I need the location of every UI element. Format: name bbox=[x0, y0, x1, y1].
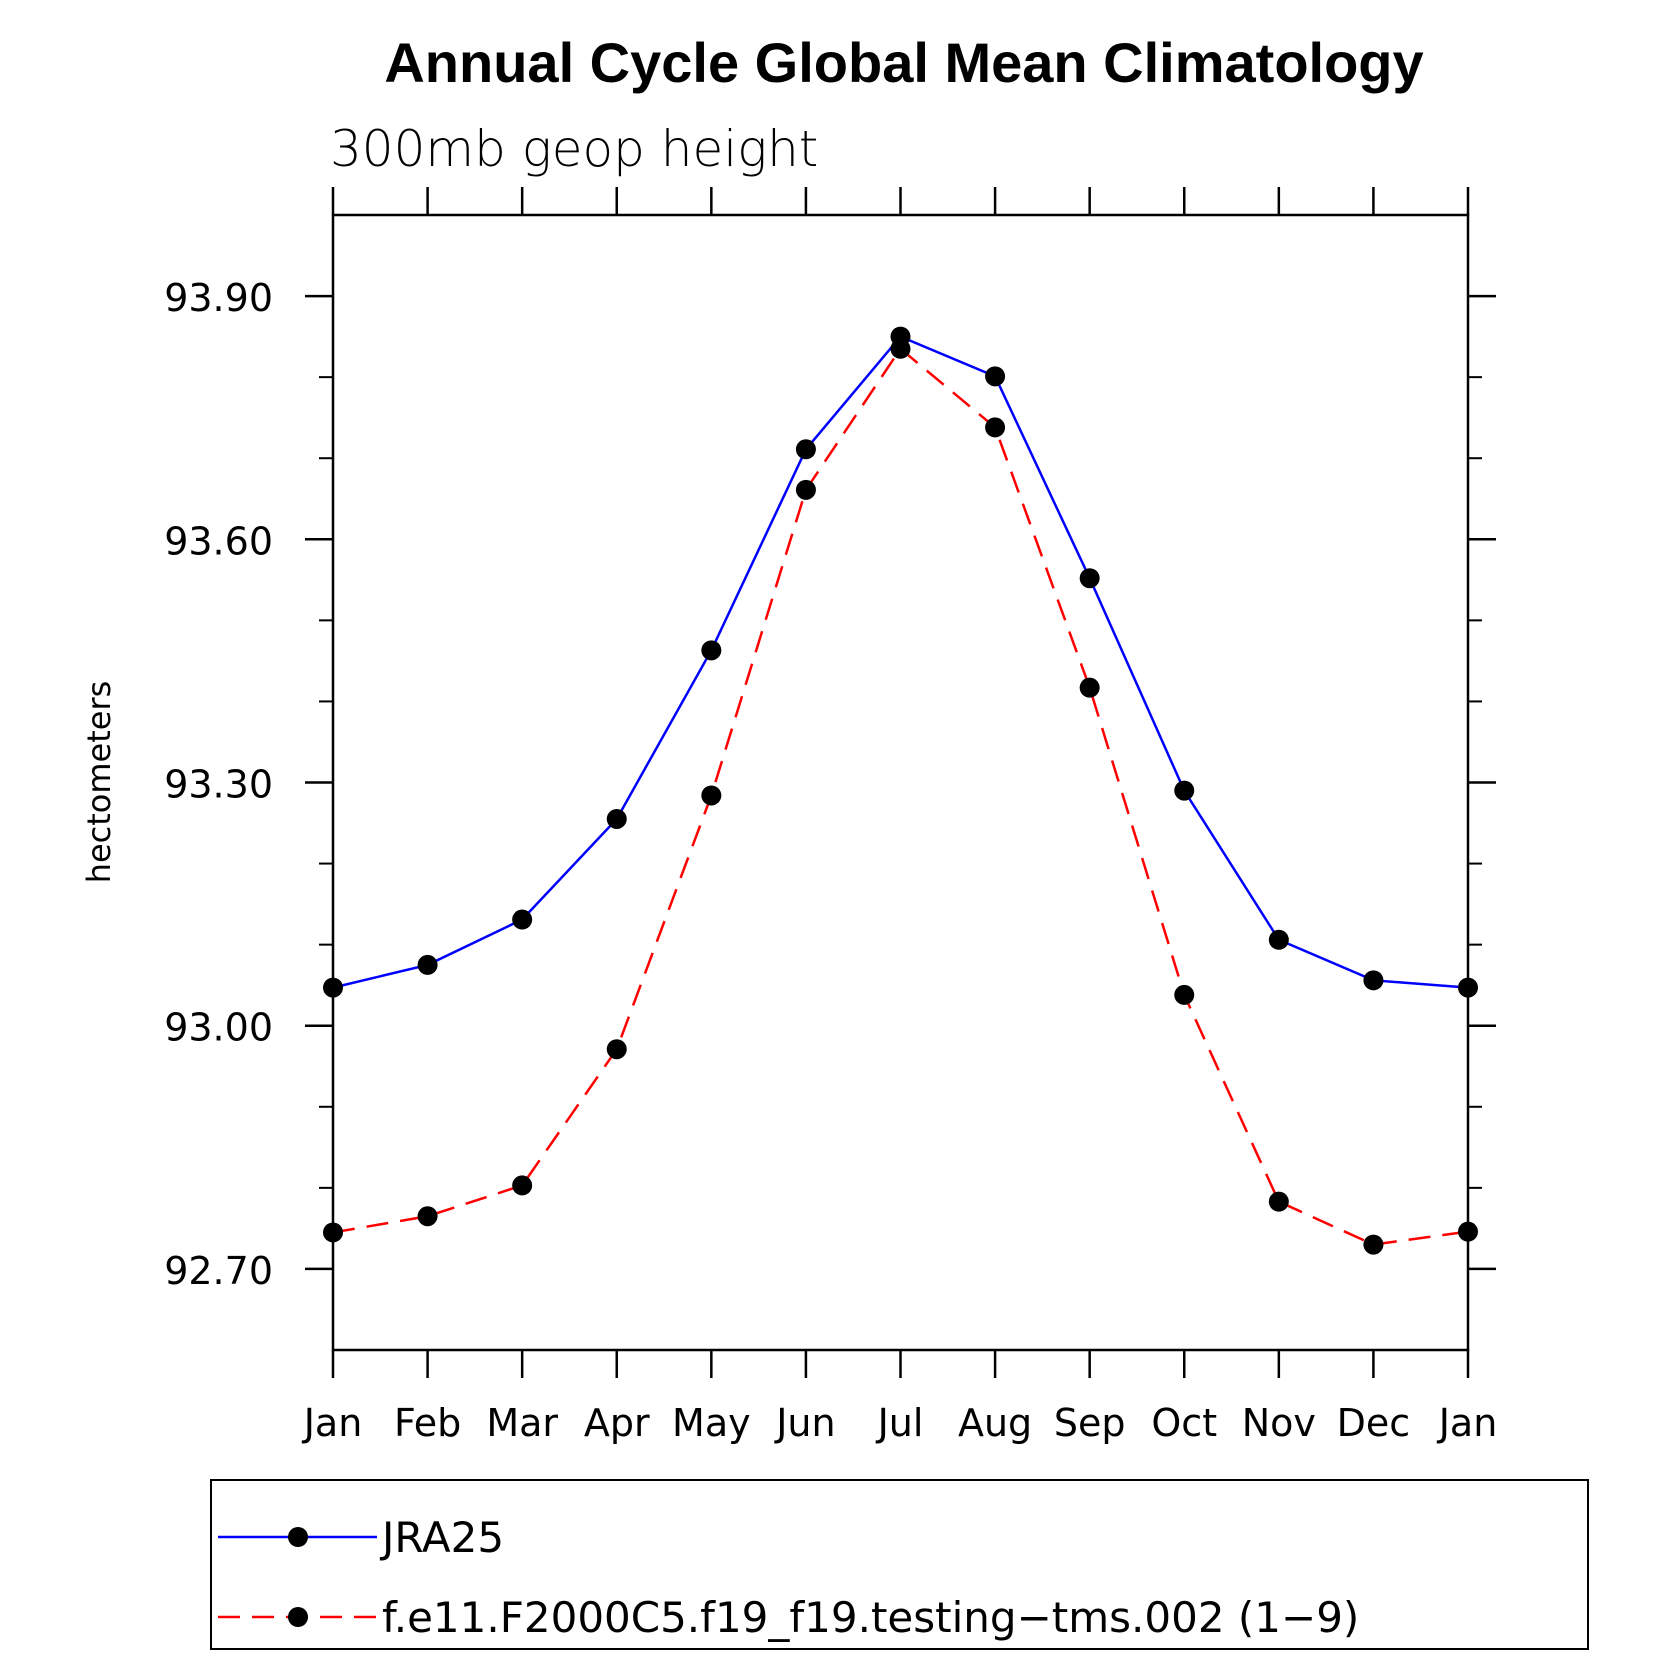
x-tick-labels: Jan Feb Mar Apr May Jun Jul Aug Sep Oct Nov Dec Jan bbox=[302, 1401, 1498, 1445]
series-layer bbox=[323, 326, 1478, 1255]
series-0-point bbox=[1174, 780, 1195, 801]
legend-label-1: f.e11.F2000C5.f19_f19.testing−tms.002 (1… bbox=[382, 1593, 1359, 1642]
series-line-0 bbox=[332, 335, 1469, 989]
series-0-point bbox=[512, 909, 533, 930]
x-tick-label: Nov bbox=[1242, 1401, 1316, 1445]
series-0-point bbox=[323, 977, 343, 998]
chart-title: Annual Cycle Global Mean Climatology bbox=[384, 31, 1423, 94]
y-tick-label: 93.60 bbox=[164, 519, 273, 563]
series-1-point bbox=[1174, 984, 1195, 1005]
y-tick-labels: 92.70 93.00 93.30 93.60 93.90 bbox=[164, 276, 273, 1293]
x-tick-label: Jan bbox=[302, 1401, 363, 1445]
series-1-point bbox=[701, 785, 722, 806]
y-tick-label: 92.70 bbox=[164, 1249, 273, 1293]
x-tick-label: Sep bbox=[1054, 1401, 1126, 1445]
y-tick-label: 93.00 bbox=[164, 1006, 273, 1050]
legend-box bbox=[210, 1479, 1589, 1650]
series-1-point bbox=[1268, 1191, 1289, 1212]
x-tick-label: Jul bbox=[876, 1401, 924, 1445]
series-1-point bbox=[417, 1206, 438, 1227]
plot-frame bbox=[331, 213, 1470, 1352]
y-tick-label: 93.30 bbox=[164, 763, 273, 807]
y-axis-label: hectometers bbox=[80, 681, 118, 884]
series-1-point bbox=[323, 1222, 343, 1243]
series-1-point bbox=[795, 479, 816, 500]
series-0-point bbox=[795, 439, 816, 460]
x-tick-label: Apr bbox=[584, 1401, 650, 1445]
legend-label-0: JRA25 bbox=[379, 1513, 504, 1562]
series-line-1 bbox=[332, 346, 1469, 1246]
series-0-point bbox=[606, 808, 627, 829]
series-0-point bbox=[890, 326, 911, 347]
series-1-point bbox=[1363, 1234, 1384, 1255]
legend-marker-1 bbox=[288, 1607, 308, 1627]
series-0-point bbox=[985, 366, 1006, 387]
x-tick-label: Oct bbox=[1151, 1401, 1217, 1445]
series-0-point bbox=[701, 640, 722, 661]
x-tick-label: Aug bbox=[958, 1401, 1032, 1445]
x-tick-label: May bbox=[672, 1401, 751, 1445]
series-0-point bbox=[1458, 977, 1478, 998]
series-1-point bbox=[606, 1039, 627, 1060]
axis-ticks bbox=[305, 187, 1496, 1378]
series-0-point bbox=[1268, 929, 1289, 950]
x-tick-label: Jun bbox=[774, 1401, 835, 1445]
series-0-point bbox=[417, 954, 438, 975]
series-1-point bbox=[512, 1175, 533, 1196]
x-tick-label: Feb bbox=[394, 1401, 461, 1445]
legend-marker-0 bbox=[288, 1527, 308, 1547]
chart-subtitle: 300mb geop height bbox=[330, 120, 818, 178]
series-0-point bbox=[1363, 970, 1384, 991]
x-tick-label: Dec bbox=[1337, 1401, 1411, 1445]
x-tick-label: Mar bbox=[486, 1401, 558, 1445]
series-1-point bbox=[1458, 1221, 1478, 1242]
series-1-point bbox=[985, 417, 1006, 438]
y-tick-label: 93.90 bbox=[164, 276, 273, 320]
series-0-point bbox=[1079, 568, 1100, 589]
series-1-point bbox=[1079, 677, 1100, 698]
legend: JRA25 f.e11.F2000C5.f19_f19.testing−tms.0… bbox=[218, 1513, 1359, 1642]
x-tick-label: Jan bbox=[1437, 1401, 1498, 1445]
